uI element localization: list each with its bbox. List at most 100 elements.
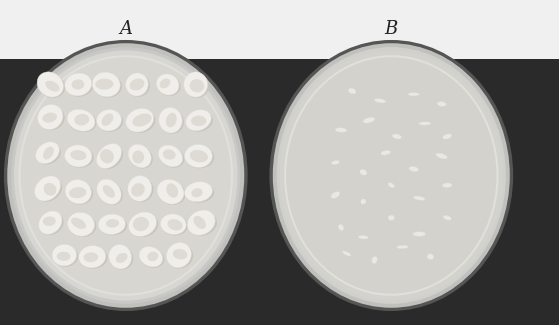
- Ellipse shape: [67, 109, 95, 131]
- Ellipse shape: [187, 210, 215, 235]
- Ellipse shape: [166, 113, 177, 127]
- Ellipse shape: [39, 211, 62, 234]
- Ellipse shape: [100, 149, 114, 163]
- Ellipse shape: [173, 249, 187, 259]
- Ellipse shape: [126, 75, 150, 97]
- Ellipse shape: [11, 47, 240, 304]
- Ellipse shape: [160, 214, 186, 235]
- Ellipse shape: [127, 176, 152, 202]
- Ellipse shape: [361, 199, 366, 204]
- Ellipse shape: [53, 246, 78, 267]
- Ellipse shape: [338, 224, 344, 231]
- Ellipse shape: [184, 144, 212, 168]
- Ellipse shape: [184, 72, 207, 97]
- Ellipse shape: [95, 79, 113, 90]
- Ellipse shape: [436, 153, 447, 159]
- Ellipse shape: [4, 40, 248, 311]
- Ellipse shape: [392, 134, 402, 139]
- Ellipse shape: [186, 111, 213, 132]
- Ellipse shape: [184, 182, 212, 202]
- Ellipse shape: [93, 74, 122, 98]
- Ellipse shape: [427, 254, 434, 260]
- Ellipse shape: [372, 256, 377, 264]
- Text: A: A: [119, 20, 132, 38]
- FancyBboxPatch shape: [0, 0, 559, 58]
- Ellipse shape: [443, 215, 451, 220]
- Ellipse shape: [116, 253, 127, 263]
- Ellipse shape: [443, 134, 452, 139]
- Ellipse shape: [166, 183, 178, 198]
- Ellipse shape: [98, 214, 125, 234]
- Ellipse shape: [110, 246, 133, 270]
- Ellipse shape: [193, 216, 206, 229]
- Ellipse shape: [97, 111, 123, 132]
- Ellipse shape: [37, 104, 63, 130]
- Ellipse shape: [128, 144, 151, 168]
- Ellipse shape: [131, 183, 145, 197]
- Ellipse shape: [79, 246, 106, 268]
- Ellipse shape: [70, 150, 87, 160]
- Ellipse shape: [44, 183, 56, 196]
- Ellipse shape: [92, 72, 120, 97]
- Ellipse shape: [132, 150, 144, 163]
- Ellipse shape: [159, 147, 184, 168]
- Ellipse shape: [190, 79, 204, 93]
- Ellipse shape: [269, 40, 513, 311]
- Ellipse shape: [109, 244, 131, 269]
- Ellipse shape: [159, 108, 182, 133]
- Ellipse shape: [7, 43, 244, 308]
- Ellipse shape: [74, 114, 89, 125]
- Ellipse shape: [39, 213, 64, 235]
- Ellipse shape: [158, 181, 186, 205]
- Ellipse shape: [129, 212, 157, 237]
- Ellipse shape: [388, 183, 395, 188]
- Ellipse shape: [335, 128, 347, 132]
- Ellipse shape: [191, 188, 203, 197]
- Ellipse shape: [128, 177, 154, 202]
- Ellipse shape: [396, 245, 409, 249]
- Ellipse shape: [414, 196, 425, 201]
- Ellipse shape: [35, 176, 60, 201]
- Ellipse shape: [413, 232, 426, 236]
- Ellipse shape: [97, 179, 121, 204]
- Ellipse shape: [277, 47, 506, 304]
- Ellipse shape: [84, 252, 98, 262]
- Ellipse shape: [38, 106, 65, 130]
- Text: B: B: [385, 20, 398, 38]
- Ellipse shape: [68, 111, 97, 132]
- Ellipse shape: [388, 215, 395, 220]
- Ellipse shape: [185, 146, 214, 168]
- Ellipse shape: [157, 76, 181, 96]
- Ellipse shape: [186, 110, 211, 131]
- Ellipse shape: [140, 248, 164, 268]
- Ellipse shape: [36, 144, 61, 164]
- Ellipse shape: [331, 160, 339, 165]
- Ellipse shape: [168, 219, 182, 230]
- Ellipse shape: [97, 145, 123, 169]
- Ellipse shape: [167, 242, 191, 268]
- Ellipse shape: [102, 113, 113, 126]
- Ellipse shape: [98, 216, 127, 235]
- Ellipse shape: [139, 247, 163, 267]
- Ellipse shape: [130, 79, 144, 90]
- Ellipse shape: [43, 147, 54, 160]
- Ellipse shape: [97, 181, 123, 205]
- Ellipse shape: [45, 81, 59, 92]
- Ellipse shape: [190, 150, 208, 162]
- Ellipse shape: [331, 192, 340, 198]
- Ellipse shape: [65, 180, 91, 204]
- Ellipse shape: [437, 102, 446, 106]
- Ellipse shape: [191, 115, 206, 126]
- Ellipse shape: [37, 74, 65, 98]
- Ellipse shape: [442, 183, 452, 188]
- Ellipse shape: [97, 144, 121, 168]
- Ellipse shape: [129, 146, 153, 169]
- Ellipse shape: [35, 178, 62, 202]
- Ellipse shape: [157, 179, 184, 204]
- Ellipse shape: [43, 216, 56, 226]
- Ellipse shape: [97, 110, 121, 131]
- Ellipse shape: [409, 166, 419, 172]
- Ellipse shape: [126, 108, 154, 132]
- Ellipse shape: [163, 150, 176, 160]
- Ellipse shape: [69, 187, 86, 198]
